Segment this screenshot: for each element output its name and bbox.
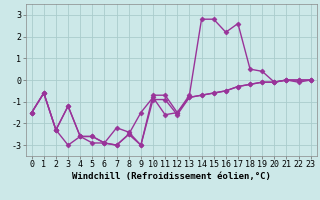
X-axis label: Windchill (Refroidissement éolien,°C): Windchill (Refroidissement éolien,°C) (72, 172, 271, 181)
